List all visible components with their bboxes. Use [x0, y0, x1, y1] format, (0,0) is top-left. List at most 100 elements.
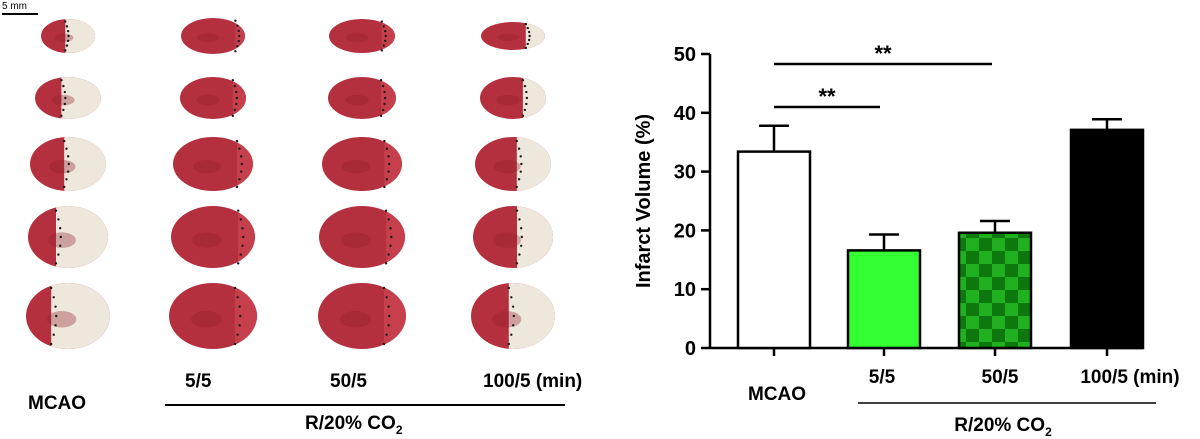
- infarct-border-dot: [66, 39, 70, 43]
- slice-inner-structure: [192, 232, 222, 248]
- infarct-border-dot: [235, 102, 238, 106]
- infarct-border-dot: [519, 227, 523, 230]
- infarct-border-dot: [507, 342, 510, 346]
- infarct-border-dot: [238, 34, 241, 38]
- infarct-border-dot: [382, 286, 386, 290]
- infarct-border-dot: [382, 25, 385, 28]
- infarct-border-dot: [379, 78, 383, 82]
- infarct-border-dot: [238, 324, 241, 327]
- photo-group-label-50-5: 50/5: [330, 371, 367, 392]
- infarct-border-dot: [62, 139, 66, 143]
- infarct-border-dot: [525, 90, 528, 94]
- infarct-border-dot: [238, 305, 241, 308]
- slice-inner-structure: [51, 94, 75, 106]
- infarct-border-dot: [57, 253, 60, 256]
- infarct-border-dot: [240, 162, 243, 166]
- infarct-border-dot: [231, 78, 234, 82]
- infarct-border-dot: [525, 96, 529, 100]
- infarct-border-dot: [235, 90, 238, 94]
- brain-slice: [30, 137, 106, 191]
- infarct-border-dot: [387, 324, 390, 327]
- brain-slice: [318, 283, 406, 349]
- infarct-volume-bar-chart: 0 10 20 30 40 50 Infarct Volume (%) MCAO 5/5 50/5…: [633, 41, 1180, 439]
- infarct-border-dot: [383, 102, 386, 106]
- slice-tissue: [180, 77, 246, 119]
- infarct-border-dot: [519, 155, 522, 158]
- slice-inner-structure: [48, 232, 76, 248]
- infarct-border-dot: [60, 78, 63, 82]
- brain-slice: [26, 283, 110, 349]
- infarct-border-dot: [54, 305, 57, 308]
- slice-inner-structure: [340, 232, 371, 248]
- slice-inner-structure: [340, 311, 371, 328]
- infarct-border-dot: [526, 26, 529, 30]
- brain-slice: [475, 137, 551, 191]
- infarct-border-dot: [383, 90, 386, 94]
- slice-tissue: [181, 18, 245, 54]
- slice-infarct-region: [381, 77, 396, 119]
- infarct-border-dot: [236, 45, 239, 48]
- infarct-border-dot: [383, 185, 386, 189]
- infarct-border-dot: [233, 342, 237, 346]
- slice-inner-structure: [345, 33, 369, 42]
- x-category-label: 50/5: [982, 367, 1019, 388]
- slice-tissue: [319, 206, 405, 268]
- infarct-border-dot: [67, 34, 70, 38]
- infarct-border-dot: [521, 114, 525, 118]
- infarct-border-dot: [515, 185, 518, 189]
- infarct-border-dot: [510, 296, 513, 299]
- slice-inner-structure: [496, 94, 520, 106]
- infarct-border-dot: [231, 114, 234, 118]
- infarct-border-dot: [64, 49, 67, 52]
- slice-inner-structure: [191, 311, 222, 328]
- infarct-border-dot: [524, 46, 527, 50]
- infarct-border-dot: [239, 155, 243, 158]
- infarct-border-dot: [58, 244, 62, 247]
- infarct-border-dot: [52, 296, 55, 299]
- infarct-border-dot: [518, 218, 521, 221]
- infarct-border-dot: [64, 96, 67, 100]
- slice-infarct-region: [237, 137, 253, 191]
- infarct-border-dot: [236, 296, 239, 299]
- infarct-border-dot: [385, 178, 388, 181]
- infarct-border-dot: [235, 185, 239, 189]
- brain-slice: [473, 206, 553, 268]
- brain-slice: [481, 22, 545, 50]
- infarct-border-dot: [517, 147, 521, 150]
- infarct-border-dot: [238, 147, 241, 150]
- infarct-border-dot: [387, 170, 390, 173]
- brain-slice: [328, 77, 396, 119]
- infarct-border-dot: [520, 162, 523, 166]
- infarct-border-dot: [383, 96, 387, 100]
- infarct-border-dot: [65, 147, 68, 150]
- infarct-border-dot: [389, 227, 392, 230]
- y-tick-label: 50: [674, 44, 696, 66]
- infarct-border-dot: [50, 286, 53, 290]
- infarct-border-dot: [239, 218, 242, 221]
- bar: [736, 150, 812, 350]
- significance-marker: **: [818, 84, 836, 109]
- brain-slice: [180, 77, 246, 119]
- infarct-border-dot: [387, 253, 390, 256]
- infarct-border-dot: [54, 209, 58, 212]
- infarct-border-dot: [521, 78, 525, 82]
- infarct-border-dot: [527, 30, 531, 34]
- infarct-border-dot: [66, 29, 70, 33]
- brain-slice: [480, 77, 546, 119]
- slice-infarct-region: [386, 206, 405, 268]
- brain-slice: [329, 19, 395, 53]
- x-category-label: 5/5: [869, 367, 896, 388]
- significance-marker: **: [874, 41, 892, 66]
- brain-slice: [171, 206, 255, 268]
- slice-tissue: [322, 137, 402, 191]
- infarct-border-dot: [525, 102, 528, 106]
- infarct-border-dot: [239, 170, 243, 173]
- infarct-border-dot: [233, 286, 237, 290]
- infarct-border-dot: [384, 39, 387, 43]
- infarct-border-dot: [235, 139, 239, 143]
- infarct-border-dot: [234, 50, 237, 53]
- brain-slice: [319, 206, 405, 268]
- infarct-border-dot: [237, 209, 240, 212]
- slice-infarct-region: [238, 206, 255, 268]
- infarct-border-dot: [507, 286, 510, 290]
